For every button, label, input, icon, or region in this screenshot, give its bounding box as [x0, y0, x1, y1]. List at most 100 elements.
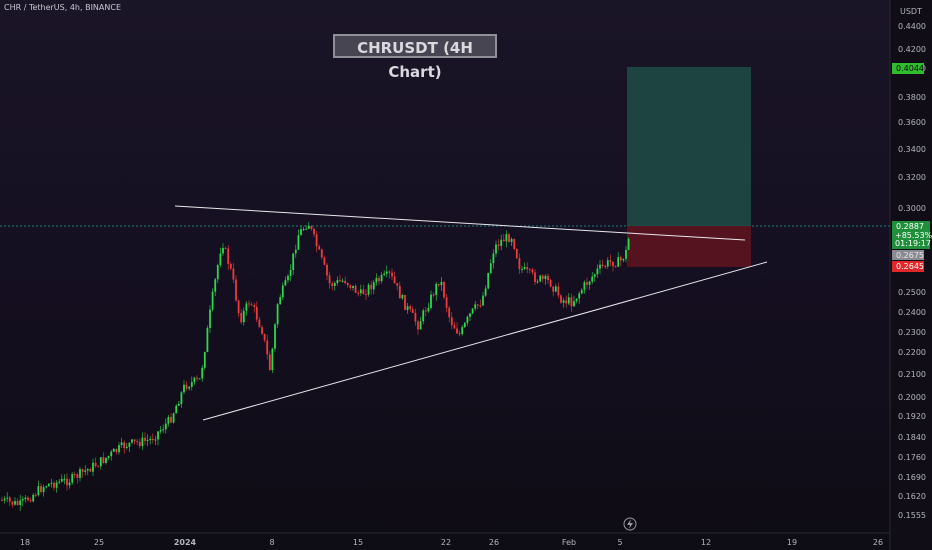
candle-body	[427, 308, 430, 312]
candle-body	[302, 229, 305, 231]
candle-body	[162, 429, 165, 431]
candle-body	[591, 276, 594, 282]
x-tick-label: 5	[617, 538, 622, 547]
candle-body	[599, 264, 601, 269]
candle-body	[188, 386, 191, 389]
candle-body	[29, 500, 32, 502]
candle-body	[396, 283, 399, 286]
candle-body	[614, 266, 617, 268]
candle-body	[125, 446, 128, 448]
lightning-icon[interactable]	[623, 517, 637, 531]
y-tick-label: 0.3800	[898, 93, 926, 102]
candle-body	[167, 417, 170, 424]
candle-body	[297, 235, 300, 250]
candle-body	[445, 297, 448, 308]
y-tick-label: 0.2200	[898, 348, 926, 357]
loss-zone[interactable]	[627, 226, 751, 267]
candle-body	[495, 244, 497, 254]
candle-body	[380, 274, 383, 282]
candle-body	[68, 482, 71, 486]
countdown-text: 01:19:17	[895, 239, 931, 248]
candle-body	[580, 289, 583, 294]
candle-body	[487, 272, 490, 289]
resistance-trendline[interactable]	[174, 205, 746, 241]
candle-body	[55, 482, 58, 488]
candle-body	[151, 438, 154, 441]
candle-body	[526, 267, 529, 270]
candle-body	[170, 417, 172, 423]
candle-body	[552, 286, 555, 292]
candle-body	[229, 263, 232, 269]
candle-body	[352, 285, 354, 288]
candle-body	[534, 272, 536, 283]
candle-body	[372, 282, 375, 290]
candle-body	[510, 239, 513, 243]
candle-body	[266, 340, 269, 355]
candle-body	[107, 456, 110, 458]
candle-body	[336, 280, 339, 284]
candle-body	[567, 297, 570, 304]
candle-body	[53, 482, 55, 488]
candle-body	[497, 244, 500, 246]
candle-body	[565, 300, 568, 304]
stop-price-text: 0.2645	[896, 262, 924, 271]
y-tick-label: 0.3200	[898, 173, 926, 182]
candle-body	[453, 325, 456, 329]
target-price-tag: 0.4044	[892, 63, 924, 74]
candle-body	[1, 500, 3, 501]
candle-body	[183, 384, 185, 393]
chart-title[interactable]: CHRUSDT (4H Chart)	[333, 34, 497, 81]
y-tick-label: 0.1840	[898, 433, 926, 442]
candle-body	[315, 234, 318, 247]
candle-body	[573, 301, 575, 307]
candle-body	[367, 284, 370, 295]
x-tick-label: 8	[269, 538, 274, 547]
candle-body	[133, 439, 136, 442]
x-axis-ticks: 18 25 2024 8 15 22 26 Feb 5 12 19 26	[20, 538, 883, 547]
y-tick-label: 0.1760	[898, 453, 926, 462]
candle-body	[287, 275, 289, 281]
candle-body	[601, 264, 604, 266]
candle-body	[523, 267, 526, 270]
candle-body	[216, 265, 219, 280]
candle-body	[313, 228, 315, 235]
candle-body	[45, 486, 48, 488]
candle-body	[177, 404, 180, 406]
candle-body	[131, 439, 133, 443]
candle-body	[102, 457, 105, 463]
candle-body	[560, 295, 562, 303]
candle-body	[440, 282, 443, 286]
candle-body	[172, 413, 175, 423]
x-tick-label: 2024	[174, 538, 197, 547]
candle-body	[105, 457, 107, 463]
candle-body	[203, 352, 206, 368]
candle-body	[518, 258, 521, 270]
price-axis[interactable]	[890, 0, 932, 550]
candle-body	[489, 263, 492, 273]
profit-zone[interactable]	[627, 67, 751, 226]
candle-body	[583, 282, 586, 290]
candle-body	[482, 295, 484, 306]
candle-body	[190, 381, 193, 387]
candle-body	[138, 441, 141, 447]
entry-price-text: 0.2675	[896, 251, 924, 260]
y-tick-label: 0.4200	[898, 45, 926, 54]
candle-body	[261, 327, 263, 334]
y-tick-label: 0.1690	[898, 473, 926, 482]
y-tick-label: 0.3000	[898, 204, 926, 213]
candle-body	[141, 437, 144, 447]
candle-body	[333, 283, 336, 286]
candle-body	[289, 270, 292, 276]
y-tick-label: 0.2000	[898, 393, 926, 402]
candle-body	[76, 474, 79, 478]
candle-body	[398, 285, 401, 299]
support-trendline[interactable]	[202, 261, 768, 421]
candle-body	[539, 275, 542, 282]
candle-body	[536, 281, 539, 283]
y-tick-label: 0.2100	[898, 370, 926, 379]
symbol-info: CHR / TetherUS, 4h, BINANCE	[4, 3, 122, 12]
candle-body	[318, 246, 321, 250]
candle-body	[471, 308, 474, 314]
candle-body	[8, 497, 11, 502]
